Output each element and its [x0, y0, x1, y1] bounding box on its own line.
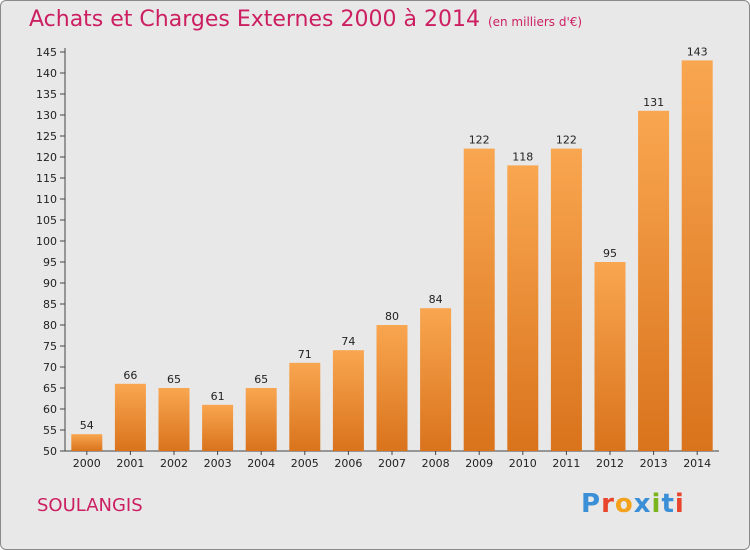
chart-title: Achats et Charges Externes 2000 à 2014 (e…	[29, 7, 582, 32]
y-tick-label: 50	[43, 445, 57, 458]
y-tick-label: 95	[43, 256, 57, 269]
y-tick-label: 80	[43, 319, 57, 332]
x-tick-label: 2004	[247, 457, 275, 470]
bar	[594, 262, 626, 451]
y-tick-label: 140	[36, 67, 57, 80]
y-tick-label: 115	[36, 172, 57, 185]
bar	[245, 388, 277, 451]
y-tick-label: 70	[43, 361, 57, 374]
data-label: 66	[123, 369, 137, 382]
x-tick-label: 2014	[683, 457, 711, 470]
y-tick-label: 125	[36, 130, 57, 143]
bar	[550, 148, 582, 451]
x-tick-label: 2010	[509, 457, 537, 470]
y-tick-label: 90	[43, 277, 57, 290]
y-tick-label: 120	[36, 151, 57, 164]
bar	[114, 383, 146, 451]
data-label: 80	[385, 310, 399, 323]
bar	[420, 308, 452, 451]
x-tick-label: 2005	[291, 457, 319, 470]
x-tick-label: 2011	[552, 457, 580, 470]
bar	[681, 60, 713, 452]
bar	[376, 325, 408, 451]
bar	[289, 362, 321, 451]
plot-area: 50 55 60 65 70 75 80 85 90 95 100 105 110 115 120 125 13…	[36, 45, 719, 470]
y-tick-label: 105	[36, 214, 57, 227]
bar	[332, 350, 364, 451]
x-tick-label: 2012	[596, 457, 624, 470]
data-label: 65	[167, 373, 181, 386]
data-label: 84	[429, 293, 443, 306]
x-tick-label: 2001	[116, 457, 144, 470]
bar	[202, 404, 234, 451]
y-tick-label: 85	[43, 298, 57, 311]
y-tick-label: 60	[43, 403, 57, 416]
bar	[507, 165, 539, 451]
commune-name: SOULANGIS	[37, 495, 143, 516]
data-label: 74	[341, 335, 355, 348]
data-label: 71	[298, 348, 312, 361]
bar	[638, 110, 670, 452]
logo-letter: i	[674, 489, 685, 519]
y-tick-label: 100	[36, 235, 57, 248]
data-label: 122	[556, 134, 577, 147]
logo-letter: x	[633, 489, 652, 519]
logo-letter: P	[581, 489, 602, 519]
proxiti-logo: Proxiti	[581, 489, 685, 519]
data-label: 131	[643, 96, 664, 109]
y-tick-label: 130	[36, 109, 57, 122]
x-tick-label: 2013	[640, 457, 668, 470]
y-tick-label: 65	[43, 382, 57, 395]
x-tick-label: 2000	[73, 457, 101, 470]
bar	[158, 388, 190, 451]
data-label: 122	[469, 134, 490, 147]
logo-letter: t	[661, 489, 675, 519]
x-tick-label: 2009	[465, 457, 493, 470]
bar	[463, 148, 495, 451]
y-tick-label: 55	[43, 424, 57, 437]
x-tick-label: 2006	[334, 457, 362, 470]
x-tick-label: 2008	[422, 457, 450, 470]
y-tick-label: 110	[36, 193, 57, 206]
logo-letter: i	[651, 489, 662, 519]
bar	[71, 434, 103, 451]
logo-letter: o	[614, 489, 634, 519]
data-label: 65	[254, 373, 268, 386]
chart-title-text: Achats et Charges Externes 2000 à 2014	[29, 7, 480, 32]
chart-subtitle: (en milliers d'€)	[487, 15, 583, 29]
data-label: 61	[211, 390, 225, 403]
data-label: 54	[80, 419, 94, 432]
x-tick-label: 2002	[160, 457, 188, 470]
data-label: 143	[687, 45, 708, 58]
x-tick-label: 2003	[204, 457, 232, 470]
data-label: 118	[512, 150, 533, 163]
logo-letter: r	[601, 489, 615, 519]
y-tick-label: 75	[43, 340, 57, 353]
y-tick-label: 135	[36, 88, 57, 101]
data-label: 95	[603, 247, 617, 260]
x-tick-label: 2007	[378, 457, 406, 470]
y-tick-label: 145	[36, 46, 57, 59]
